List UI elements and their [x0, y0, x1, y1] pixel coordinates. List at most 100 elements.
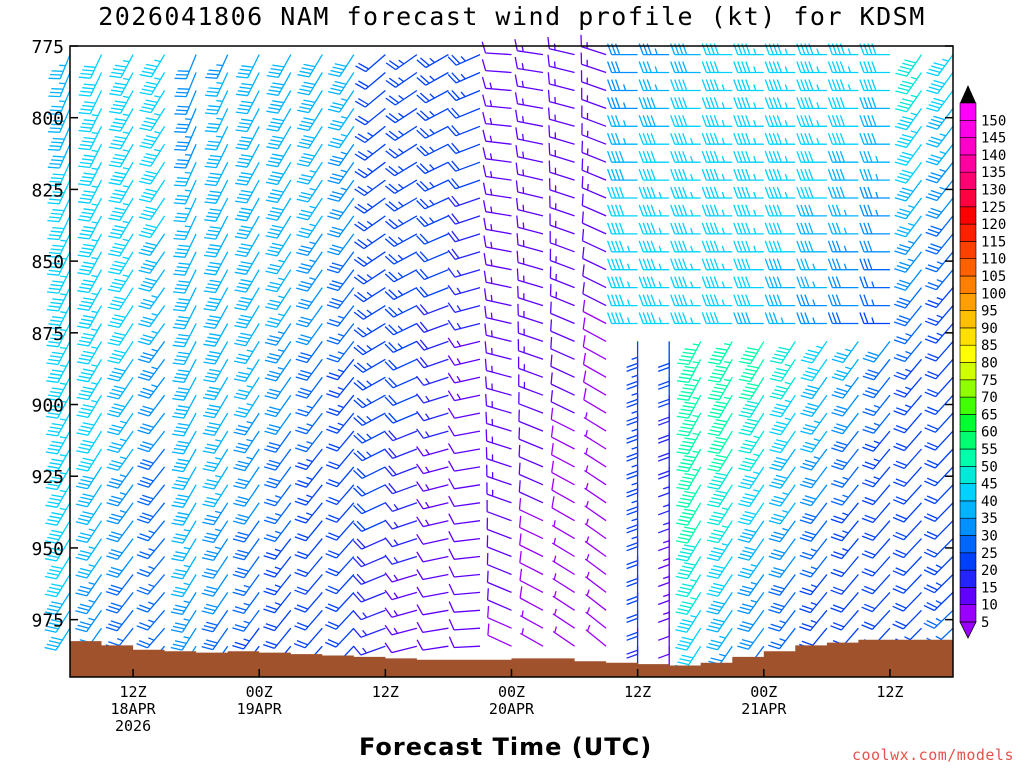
wind-barb-840 [799, 556, 828, 578]
wind-barb-444 [447, 142, 481, 155]
wind-barb-502 [486, 552, 512, 576]
wind-barb-735 [706, 484, 733, 508]
colorbar-label-25: 25 [981, 546, 998, 562]
wind-barb-380 [384, 215, 418, 230]
wind-barb-392 [384, 430, 418, 442]
x-tick-label-42-0: 00Z [498, 683, 525, 701]
wind-barb-578 [581, 87, 607, 110]
wind-barb-0 [48, 54, 71, 80]
wind-barb-736 [706, 502, 733, 526]
wind-barb-254 [264, 394, 292, 418]
wind-barb-523 [517, 321, 544, 343]
wind-barb-267 [263, 627, 292, 650]
wind-barb-747 [733, 79, 764, 92]
wind-barb-94 [106, 556, 134, 578]
wind-barb-99 [139, 54, 166, 78]
wind-barb-505 [487, 605, 512, 629]
wind-barb-680 [670, 97, 701, 110]
wind-barb-432 [416, 533, 449, 545]
wind-barb-308 [327, 143, 355, 167]
wind-barb-221 [233, 412, 260, 436]
wind-barb-962 [924, 376, 954, 398]
wind-barb-807 [768, 556, 796, 579]
wind-barb-595 [583, 388, 607, 414]
wind-barb-40 [77, 179, 103, 204]
wind-barb-44 [77, 251, 103, 276]
wind-barb-333 [325, 591, 355, 613]
wind-barb-257 [264, 448, 292, 471]
wind-barb-383 [384, 269, 418, 283]
wind-barb-857 [827, 258, 859, 271]
wind-barb-216 [234, 323, 260, 347]
wind-barb-751 [733, 150, 764, 163]
wind-barb-255 [264, 412, 292, 436]
wind-barb-874 [830, 574, 859, 595]
wind-barb-585 [581, 211, 607, 235]
wind-barb-805 [768, 520, 796, 543]
wind-barb-301 [293, 627, 323, 649]
colorbar-swatch-110 [959, 241, 977, 259]
colorbar-swatch-10 [959, 587, 977, 606]
wind-barb-869 [830, 484, 859, 506]
wind-barb-57 [75, 484, 103, 508]
y-tick-label-775: 775 [31, 37, 64, 58]
wind-barb-290 [295, 430, 323, 453]
wind-barb-63 [75, 592, 103, 615]
wind-barb-436 [416, 604, 449, 616]
wind-barb-916 [894, 143, 923, 166]
wind-barb-796 [769, 358, 796, 382]
wind-barb-601 [584, 500, 607, 522]
wind-barb-757 [733, 258, 764, 271]
wind-barb-789 [764, 222, 796, 235]
wind-barb-229 [232, 556, 260, 579]
wind-barb-809 [768, 592, 796, 614]
wind-barb-810 [768, 609, 796, 632]
wind-barb-914 [895, 108, 923, 131]
wind-barb-103 [139, 125, 166, 149]
wind-barb-92 [106, 520, 134, 543]
colorbar-swatch-65 [959, 396, 977, 415]
colorbar-swatch-80 [959, 344, 977, 363]
wind-barb-274 [296, 143, 323, 167]
wind-barb-395 [384, 482, 418, 495]
wind-barb-141 [173, 197, 197, 223]
wind-barb-839 [799, 538, 828, 560]
wind-barb-177 [203, 233, 229, 258]
wind-barb-490 [484, 341, 512, 360]
colorbar-label-130: 130 [981, 183, 1006, 199]
wind-barb-481 [482, 182, 512, 199]
wind-barb-265 [263, 591, 292, 614]
wind-barb-171 [204, 126, 229, 151]
wind-barb-873 [830, 556, 859, 578]
wind-barb-801 [769, 448, 796, 472]
wind-barb-717 [701, 150, 733, 163]
wind-barb-533 [518, 497, 544, 522]
wind-barb-787 [764, 186, 796, 199]
wind-barb-653 [638, 222, 670, 235]
wind-barb-126 [136, 538, 166, 560]
wind-barb-76 [107, 233, 134, 257]
wind-barb-905 [861, 538, 891, 559]
wind-barb-634 [626, 502, 639, 534]
wind-barb-495 [485, 429, 512, 450]
x-tick-label-54-0: 12Z [624, 683, 651, 701]
wind-barb-615 [606, 150, 638, 163]
credit-link[interactable]: coolwx.com/models [851, 746, 1014, 764]
wind-barb-58 [75, 502, 103, 526]
wind-barb-9 [47, 215, 71, 241]
wind-barb-542 [547, 54, 575, 74]
wind-barb-438 [416, 639, 449, 651]
wind-barb-362 [353, 502, 386, 515]
wind-barb-470 [448, 601, 481, 613]
wind-barb-157 [171, 484, 197, 508]
wind-barb-247 [265, 269, 292, 293]
wind-barb-42 [77, 215, 103, 240]
wind-barb-586 [581, 229, 607, 253]
colorbar-swatch-140 [959, 137, 977, 156]
wind-barb-938 [892, 538, 922, 559]
wind-barb-555 [549, 284, 575, 307]
wind-barb-11 [47, 251, 71, 276]
wind-barb-335 [325, 627, 355, 648]
wind-barb-791 [764, 258, 796, 271]
colorbar-label-70: 70 [981, 390, 998, 406]
